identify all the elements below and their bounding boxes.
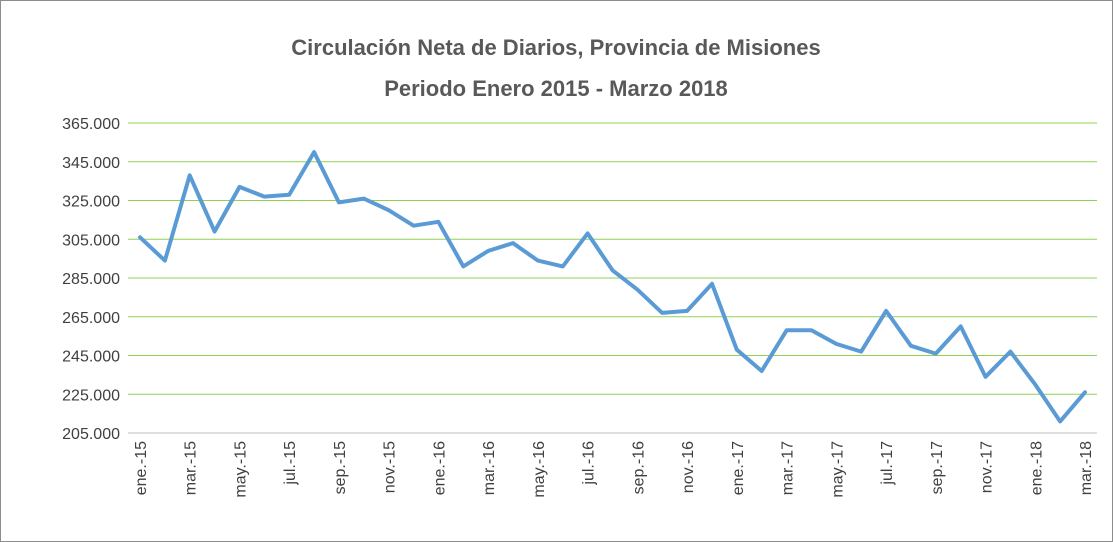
y-tick-label: 225.000 <box>62 387 120 404</box>
x-tick-label: sep.-16 <box>630 441 647 494</box>
x-tick-label: mar.-16 <box>481 441 498 495</box>
y-tick-label: 325.000 <box>62 194 120 211</box>
y-tick-label: 265.000 <box>62 310 120 327</box>
y-tick-label: 365.000 <box>62 116 120 133</box>
chart-title: Circulación Neta de Diarios, Provincia d… <box>291 35 820 60</box>
line <box>138 150 1087 424</box>
x-tick-label: nov.-16 <box>680 441 697 493</box>
x-tick-label: ene.-17 <box>730 441 747 495</box>
x-tick-label: jul.-17 <box>879 441 896 486</box>
x-tick-label: ene.-18 <box>1028 441 1045 495</box>
x-tick-label: nov.-17 <box>979 441 996 493</box>
x-tick-label: nov.-15 <box>382 441 399 493</box>
x-tick-label: jul.-15 <box>282 441 299 486</box>
y-tick-label: 305.000 <box>62 232 120 249</box>
x-tick-label: may.-17 <box>829 441 846 498</box>
x-tick-label: may.-15 <box>232 441 249 498</box>
y-tick-label: 245.000 <box>62 349 120 366</box>
y-tick-label: 345.000 <box>62 155 120 172</box>
x-tick-label: sep.-17 <box>929 441 946 494</box>
x-tick-label: may.-16 <box>531 441 548 498</box>
x-tick-label: mar.-17 <box>780 441 797 495</box>
x-tick-label: ene.-16 <box>431 441 448 495</box>
x-tick-label: jul.-16 <box>581 441 598 486</box>
x-tick-label: sep.-15 <box>332 441 349 494</box>
x-tick-label: mar.-15 <box>183 441 200 495</box>
chart-subtitle: Periodo Enero 2015 - Marzo 2018 <box>384 76 728 101</box>
y-tick-label: 285.000 <box>62 271 120 288</box>
x-tick-label: ene.-15 <box>133 441 150 495</box>
x-tick-label: mar.-18 <box>1078 441 1095 495</box>
y-tick-label: 205.000 <box>62 426 120 443</box>
